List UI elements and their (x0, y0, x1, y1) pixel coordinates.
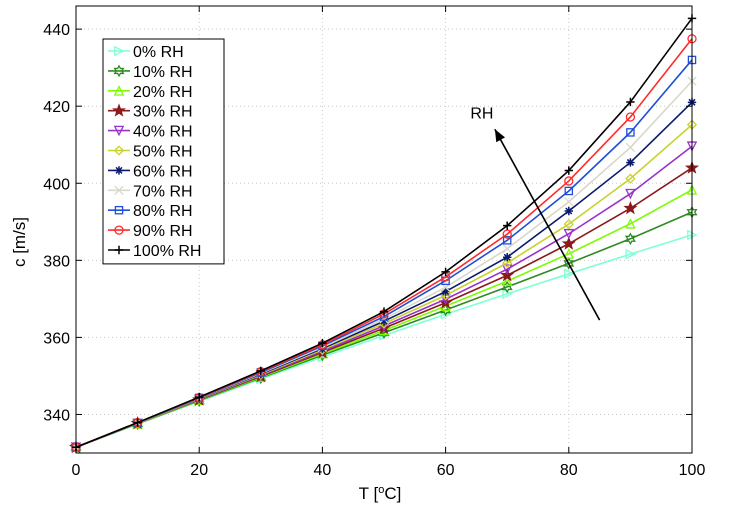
legend-entry: 20% RH (108, 84, 193, 101)
tick-labels: 0 20 40 60 80 100 340 360 380 400 420 440 (43, 22, 705, 479)
legend-entry: 90% RH (108, 223, 193, 240)
x-axis-label-start: T [ (359, 484, 379, 503)
data-point (502, 236, 512, 245)
data-point (563, 218, 574, 230)
legend-label: 20% RH (133, 84, 193, 101)
data-point (564, 186, 574, 196)
data-point (563, 228, 575, 240)
legend-label: 60% RH (133, 163, 193, 180)
data-point (503, 253, 512, 262)
data-point (625, 218, 636, 229)
data-point (379, 317, 389, 326)
legend-entry: 40% RH (108, 124, 193, 141)
legend: 0% RH 10% RH 20% RH 30% RH 40% RH 50% RH 60% R… (102, 38, 225, 265)
legend-label: 30% RH (133, 104, 193, 121)
y-axis-label: c [m/s] (10, 217, 29, 267)
data-point (563, 257, 575, 270)
legend-swatch-marker (113, 125, 125, 137)
legend-swatch-marker (114, 225, 124, 235)
legend-swatch-marker (113, 64, 125, 78)
data-point (563, 268, 575, 280)
legend-label: 90% RH (133, 223, 193, 240)
data-point (564, 176, 574, 186)
data-point (623, 200, 638, 215)
legend-label: 50% RH (133, 144, 193, 161)
data-point (626, 158, 635, 167)
legend-swatch-marker (113, 145, 125, 156)
legend-entry: 70% RH (108, 183, 193, 200)
rh-arrow-annotation: RH (470, 105, 601, 321)
legend-swatch-marker (114, 45, 125, 57)
annotation-label: RH (470, 105, 493, 122)
data-point (256, 366, 265, 376)
data-point (561, 236, 576, 250)
legend-swatch-marker (111, 103, 127, 117)
data-point (441, 267, 450, 277)
x-tick-label: 60 (437, 462, 455, 479)
y-tick-label: 400 (43, 176, 70, 193)
data-point (625, 173, 636, 184)
arrow-line (494, 128, 601, 321)
arrow-head (494, 129, 506, 143)
data-point (564, 166, 573, 175)
legend-entry: 80% RH (108, 203, 193, 220)
legend-swatch-marker (114, 166, 124, 175)
x-axis-label: T [oC] (359, 484, 402, 503)
series-lines (68, 14, 699, 454)
data-point (564, 206, 573, 216)
data-point (625, 142, 636, 153)
legend-swatch-marker (114, 205, 124, 215)
y-tick-label: 380 (43, 253, 70, 270)
y-tick-label: 360 (43, 330, 70, 347)
legend-swatch-marker (114, 245, 124, 255)
data-point (626, 97, 635, 107)
x-tick-label: 80 (560, 462, 578, 479)
data-point (195, 392, 204, 402)
data-point (379, 307, 389, 316)
x-tick-label: 20 (190, 462, 208, 479)
legend-label: 70% RH (133, 183, 193, 200)
legend-label: 40% RH (133, 124, 193, 141)
data-point (502, 244, 512, 254)
legend-label: 100% RH (133, 243, 201, 260)
data-point (624, 232, 636, 246)
legend-entry: 60% RH (108, 163, 193, 180)
data-point (502, 257, 513, 269)
legend-entry: 0% RH (108, 44, 184, 61)
data-point (502, 229, 512, 239)
x-axis-label-end: C] (384, 484, 401, 503)
data-point (501, 264, 513, 275)
data-point (563, 248, 575, 259)
y-tick-label: 340 (43, 407, 70, 424)
y-tick-label: 440 (43, 22, 70, 39)
x-tick-label: 40 (314, 462, 332, 479)
x-tick-label: 100 (679, 462, 706, 479)
x-axis-label-superscript: o (378, 484, 384, 496)
legend-entry: 30% RH (108, 103, 193, 121)
data-point (318, 338, 327, 348)
data-point (626, 128, 635, 137)
data-point (625, 112, 636, 122)
legend-label: 10% RH (133, 64, 193, 81)
data-point (503, 221, 512, 230)
data-point (625, 248, 637, 260)
data-point (501, 275, 513, 286)
legend-entry: 100% RH (108, 243, 201, 260)
legend-swatch-marker (113, 85, 125, 96)
y-tick-label: 420 (43, 99, 70, 116)
x-tick-label: 0 (72, 462, 81, 479)
legend-label: 0% RH (133, 44, 184, 61)
legend-swatch-marker (114, 185, 124, 195)
data-point (625, 188, 636, 200)
data-point (441, 287, 450, 296)
data-point (133, 418, 142, 427)
legend-entry: 50% RH (108, 144, 193, 161)
legend-entry: 10% RH (108, 64, 193, 81)
axes-box (75, 5, 693, 454)
legend-label: 80% RH (133, 203, 193, 220)
axes (75, 5, 693, 454)
data-point (564, 197, 574, 207)
